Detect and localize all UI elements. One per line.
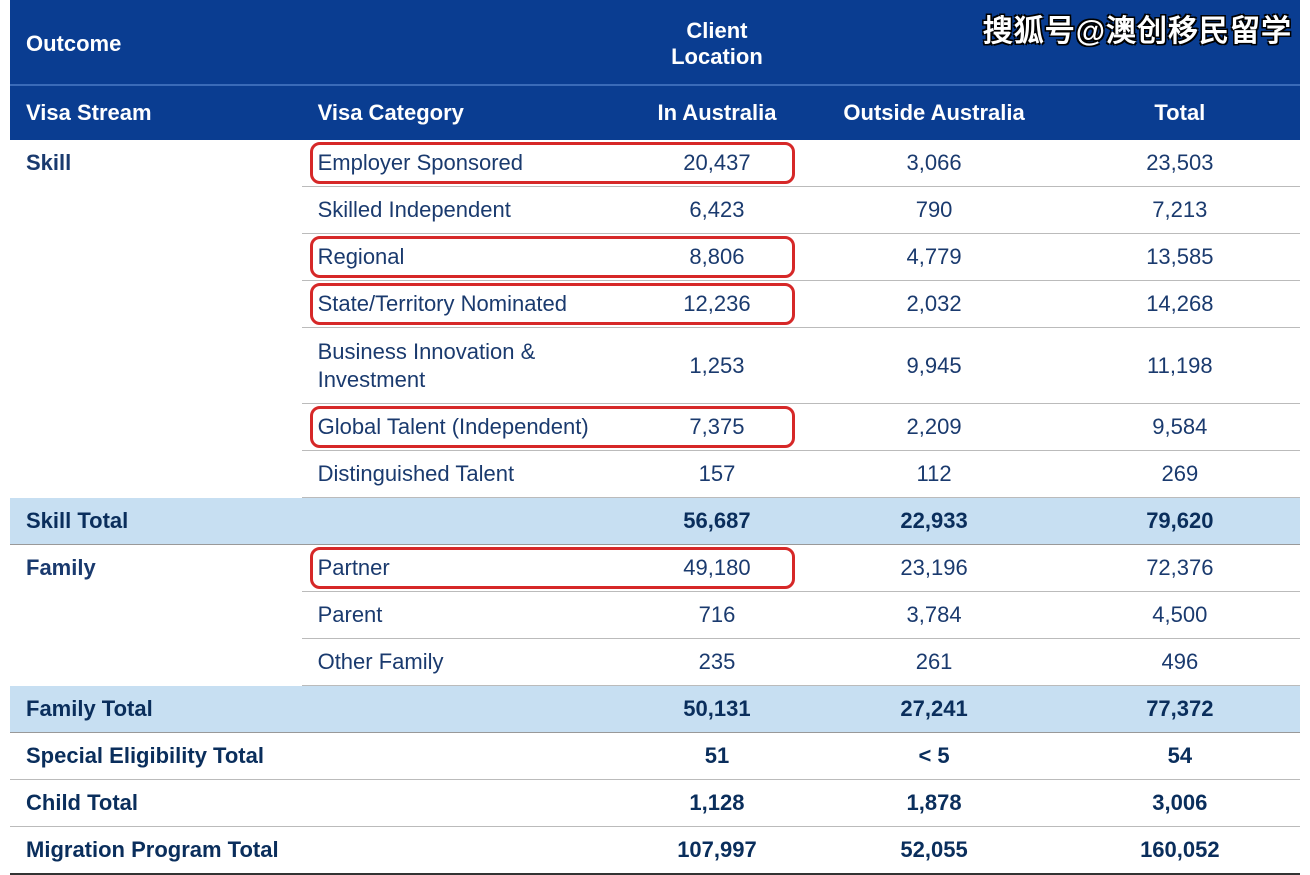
total-value: 7,213 bbox=[1060, 187, 1300, 234]
other-total-label: Child Total bbox=[10, 780, 625, 827]
skill-total-total: 79,620 bbox=[1060, 498, 1300, 545]
in-australia-value: 12,236 bbox=[625, 281, 808, 328]
total-value: 9,584 bbox=[1060, 404, 1300, 451]
in-australia-value: 1,253 bbox=[625, 328, 808, 404]
outside-australia-value: 4,779 bbox=[808, 234, 1059, 281]
category-cell: Skilled Independent bbox=[302, 187, 626, 234]
total-value: 23,503 bbox=[1060, 140, 1300, 187]
grand-total-label: Migration Program Total bbox=[10, 827, 625, 875]
skill-total-in: 56,687 bbox=[625, 498, 808, 545]
total-value: 11,198 bbox=[1060, 328, 1300, 404]
table-body: SkillEmployer Sponsored20,4373,06623,503… bbox=[10, 140, 1300, 874]
category-cell: Other Family bbox=[302, 639, 626, 686]
total-value: 13,585 bbox=[1060, 234, 1300, 281]
other-total-out: < 5 bbox=[808, 733, 1059, 780]
other-total-label: Special Eligibility Total bbox=[10, 733, 625, 780]
category-cell: State/Territory Nominated bbox=[302, 281, 626, 328]
category-cell: Regional bbox=[302, 234, 626, 281]
family-total-in: 50,131 bbox=[625, 686, 808, 733]
other-total-row: Special Eligibility Total51< 554 bbox=[10, 733, 1300, 780]
in-australia-value: 7,375 bbox=[625, 404, 808, 451]
total-value: 72,376 bbox=[1060, 545, 1300, 592]
family-total-out: 27,241 bbox=[808, 686, 1059, 733]
total-value: 496 bbox=[1060, 639, 1300, 686]
total-value: 14,268 bbox=[1060, 281, 1300, 328]
category-cell: Employer Sponsored bbox=[302, 140, 626, 187]
outside-australia-value: 23,196 bbox=[808, 545, 1059, 592]
other-total-row: Child Total1,1281,8783,006 bbox=[10, 780, 1300, 827]
header-visa-category: Visa Category bbox=[302, 85, 626, 140]
outside-australia-value: 790 bbox=[808, 187, 1059, 234]
other-total-in: 51 bbox=[625, 733, 808, 780]
grand-total-total: 160,052 bbox=[1060, 827, 1300, 875]
family-total-label: Family Total bbox=[10, 686, 625, 733]
skill-total-out: 22,933 bbox=[808, 498, 1059, 545]
outside-australia-value: 2,209 bbox=[808, 404, 1059, 451]
other-total-total: 54 bbox=[1060, 733, 1300, 780]
category-cell: Distinguished Talent bbox=[302, 451, 626, 498]
category-cell: Global Talent (Independent) bbox=[302, 404, 626, 451]
header-total: Total bbox=[1060, 85, 1300, 140]
outside-australia-value: 9,945 bbox=[808, 328, 1059, 404]
other-total-out: 1,878 bbox=[808, 780, 1059, 827]
family-subtotal-row: Family Total50,13127,24177,372 bbox=[10, 686, 1300, 733]
category-cell: Partner bbox=[302, 545, 626, 592]
outside-australia-value: 261 bbox=[808, 639, 1059, 686]
outside-australia-value: 2,032 bbox=[808, 281, 1059, 328]
in-australia-value: 8,806 bbox=[625, 234, 808, 281]
outside-australia-value: 3,066 bbox=[808, 140, 1059, 187]
outside-australia-value: 3,784 bbox=[808, 592, 1059, 639]
header-in-australia: In Australia bbox=[625, 85, 808, 140]
outside-australia-value: 112 bbox=[808, 451, 1059, 498]
header-outcome: Outcome bbox=[10, 4, 302, 85]
total-value: 4,500 bbox=[1060, 592, 1300, 639]
header-visa-stream: Visa Stream bbox=[10, 85, 302, 140]
in-australia-value: 49,180 bbox=[625, 545, 808, 592]
stream-family: Family bbox=[10, 545, 302, 686]
in-australia-value: 20,437 bbox=[625, 140, 808, 187]
other-total-total: 3,006 bbox=[1060, 780, 1300, 827]
in-australia-value: 235 bbox=[625, 639, 808, 686]
header-outside-australia: Outside Australia bbox=[808, 85, 1059, 140]
other-total-in: 1,128 bbox=[625, 780, 808, 827]
header-client-location: Client Location bbox=[625, 4, 808, 85]
skill-row: SkillEmployer Sponsored20,4373,06623,503 bbox=[10, 140, 1300, 187]
watermark-text: 搜狐号@澳创移民留学 bbox=[983, 6, 1292, 50]
skill-total-label: Skill Total bbox=[10, 498, 625, 545]
family-row: FamilyPartner49,18023,19672,376 bbox=[10, 545, 1300, 592]
in-australia-value: 157 bbox=[625, 451, 808, 498]
family-total-total: 77,372 bbox=[1060, 686, 1300, 733]
skill-subtotal-row: Skill Total56,68722,93379,620 bbox=[10, 498, 1300, 545]
category-cell: Business Innovation & Investment bbox=[302, 328, 626, 404]
total-value: 269 bbox=[1060, 451, 1300, 498]
stream-skill: Skill bbox=[10, 140, 302, 498]
category-cell: Parent bbox=[302, 592, 626, 639]
in-australia-value: 6,423 bbox=[625, 187, 808, 234]
grand-total-row: Migration Program Total107,99752,055160,… bbox=[10, 827, 1300, 875]
in-australia-value: 716 bbox=[625, 592, 808, 639]
grand-total-out: 52,055 bbox=[808, 827, 1059, 875]
grand-total-in: 107,997 bbox=[625, 827, 808, 875]
